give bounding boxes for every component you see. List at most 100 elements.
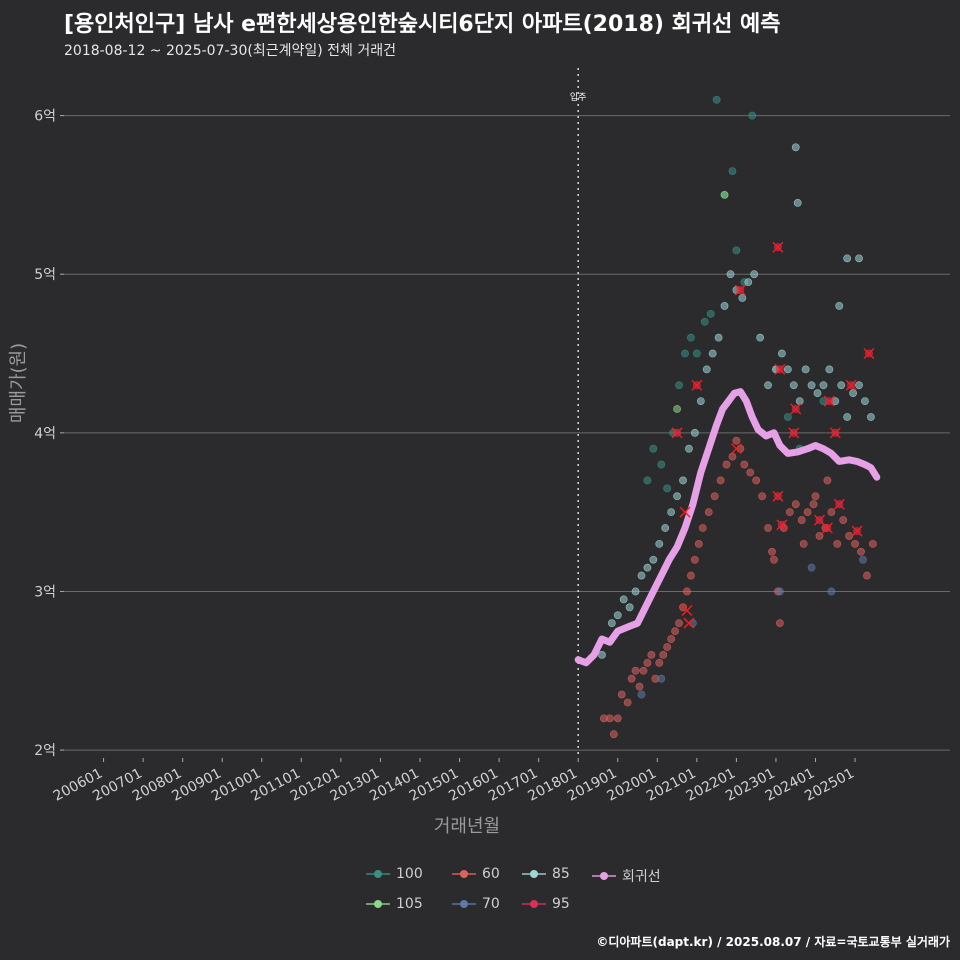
data-point-60 [728, 452, 737, 461]
highlight-marker [829, 427, 841, 439]
data-point-60 [710, 492, 719, 501]
data-point-85 [825, 365, 834, 374]
data-point-60 [687, 571, 695, 580]
highlight-marker [774, 363, 786, 375]
data-point-85 [855, 254, 863, 263]
data-point-85 [837, 381, 846, 390]
legend-item-70: 70 [452, 896, 500, 912]
data-point-60 [764, 524, 772, 532]
data-point-60 [857, 547, 865, 556]
data-point-85 [813, 389, 822, 398]
data-point-60 [613, 714, 622, 723]
legend-key [452, 897, 476, 911]
data-point-100 [681, 349, 689, 358]
data-point-60 [845, 532, 854, 540]
legend-key [366, 897, 390, 911]
source-caption: ©디아파트(dapt.kr) / 2025.08.07 / 자료=국토교통부 실… [596, 935, 950, 949]
data-point-85 [649, 555, 658, 564]
data-point-70 [637, 690, 646, 699]
data-point-60 [667, 635, 676, 643]
legend-item-60: 60 [452, 866, 500, 882]
legend-key [522, 867, 546, 881]
data-point-85 [607, 619, 616, 628]
data-point-100 [748, 111, 757, 120]
data-point-70 [776, 587, 784, 596]
data-point-60 [631, 666, 640, 675]
data-point-100 [700, 317, 709, 326]
data-point-70 [827, 587, 836, 596]
data-point-85 [843, 413, 852, 421]
data-point-100 [692, 349, 701, 358]
highlight-marker [833, 498, 845, 510]
data-point-60 [605, 714, 614, 723]
data-point-100 [643, 476, 652, 485]
x-axis-title: 거래년월 [434, 816, 500, 837]
legend-item-회귀선: 회귀선 [592, 866, 661, 886]
data-point-100 [732, 246, 741, 255]
highlight-marker [683, 617, 695, 629]
legend-key [522, 897, 546, 911]
data-point-60 [659, 650, 668, 659]
data-point-100 [687, 333, 695, 342]
data-point-60 [758, 492, 767, 501]
data-point-85 [696, 397, 705, 406]
data-point-85 [866, 413, 875, 421]
highlight-marker [821, 522, 833, 534]
data-point-105 [720, 190, 729, 199]
legend-label: 85 [552, 866, 570, 882]
data-point-60 [671, 627, 680, 636]
data-point-60 [791, 500, 800, 509]
data-point-85 [756, 333, 765, 342]
data-point-60 [609, 730, 618, 739]
data-point-70 [807, 563, 816, 572]
data-point-85 [598, 650, 606, 659]
legend-key [452, 867, 476, 881]
data-point-60 [746, 468, 755, 477]
highlight-marker [788, 427, 800, 439]
data-point-85 [708, 349, 717, 358]
data-point-85 [819, 381, 828, 390]
data-point-85 [807, 381, 816, 390]
chart-subtitle: 2018-08-12 ~ 2025-07-30(최근계약일) 전체 거래건 [64, 43, 396, 59]
y-tick-label: 6억 [34, 109, 56, 125]
data-point-60 [839, 516, 848, 524]
legend-label: 회귀선 [622, 869, 661, 885]
highlight-marker [790, 403, 802, 415]
highlight-marker [772, 241, 784, 253]
data-point-100 [783, 413, 792, 421]
highlight-marker [851, 525, 863, 537]
data-point-60 [647, 650, 656, 659]
data-point-100 [657, 460, 666, 469]
data-point-85 [764, 381, 772, 390]
data-point-85 [655, 539, 664, 548]
data-point-85 [661, 524, 670, 532]
data-point-70 [689, 619, 697, 628]
data-point-60 [655, 658, 664, 667]
data-point-60 [799, 539, 808, 548]
data-point-85 [750, 270, 759, 279]
legend-label: 105 [396, 896, 423, 912]
data-point-70 [657, 674, 666, 683]
data-point-60 [639, 666, 648, 675]
data-point-60 [752, 476, 761, 485]
highlight-marker [772, 490, 784, 502]
data-point-85 [679, 476, 687, 485]
data-point-85 [744, 278, 753, 287]
data-point-85 [795, 397, 804, 406]
data-point-100 [649, 444, 658, 453]
legend-item-95: 95 [522, 896, 570, 912]
data-point-85 [791, 143, 800, 152]
legend-label: 70 [482, 896, 500, 912]
data-point-85 [801, 365, 810, 374]
y-tick-label: 3억 [34, 584, 56, 600]
chart-title: [용인처인구] 남사 e편한세상용인한숲시티6단지 아파트(2018) 회귀선 … [64, 12, 781, 37]
data-point-60 [868, 539, 877, 548]
data-point-85 [667, 508, 676, 517]
data-point-85 [637, 571, 646, 580]
data-point-70 [859, 555, 867, 564]
y-tick-label: 5억 [34, 267, 56, 283]
data-point-100 [728, 167, 737, 176]
data-point-85 [690, 428, 699, 437]
data-point-60 [683, 587, 691, 596]
